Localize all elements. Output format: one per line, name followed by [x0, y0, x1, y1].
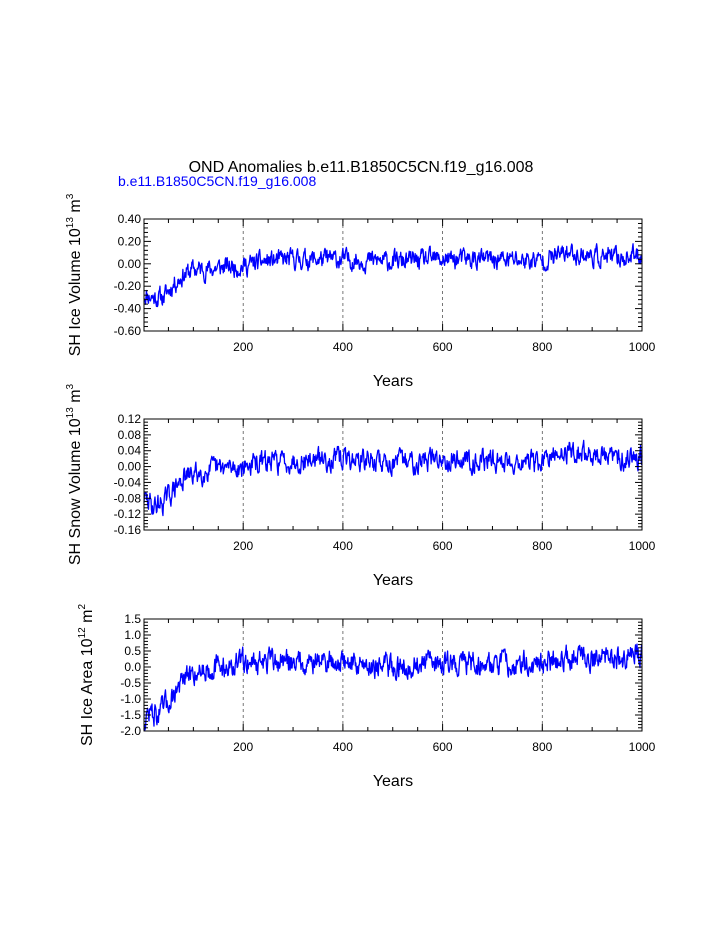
y-tick-label: -0.12 — [114, 507, 142, 521]
x-tick-label: 200 — [233, 340, 253, 354]
x-tick-label: 600 — [433, 740, 453, 754]
x-tick-label: 800 — [532, 740, 552, 754]
panel-snow-volume: 200 400 600 800 1000 -0.16 -0.12 -0.08 -0.040.00… — [65, 383, 656, 589]
y-tick-label: 0.04 — [118, 444, 142, 458]
panel-ice-area: 200 400 600 800 1000 -2.0 -1.5 -1.0 -0.5 0.0 0.5 1.… — [77, 604, 656, 790]
x-tick-label: 1000 — [629, 539, 656, 553]
x-tick-label: 600 — [433, 340, 453, 354]
y-tick-label: 1.5 — [124, 612, 141, 626]
x-tick-label: 400 — [333, 740, 353, 754]
y-tick-label: 0.00 — [118, 460, 142, 474]
y-axis-label: SH Ice Volume 1013 m3 — [65, 193, 84, 356]
x-tick-label: 200 — [233, 740, 253, 754]
y-tick-label: -1.0 — [120, 692, 141, 706]
y-tick-label: 0.0 — [124, 660, 141, 674]
y-tick-label: -0.08 — [114, 491, 142, 505]
plot-frame — [143, 218, 643, 332]
series-line — [143, 643, 643, 731]
x-tick-label: 1000 — [629, 340, 656, 354]
figure-title: OND Anomalies b.e11.B1850C5CN.f19_g16.00… — [189, 159, 534, 176]
x-tick-label: 600 — [433, 539, 453, 553]
y-tick-label: 0.12 — [118, 412, 142, 426]
y-axis-label: SH Ice Area 1012 m2 — [77, 604, 96, 747]
x-tick-label: 800 — [532, 340, 552, 354]
series-line — [143, 243, 643, 308]
y-tick-label: -2.0 — [120, 724, 141, 738]
panel-ice-volume: 200 400 600 800 1000 -0.60 -0.40 -0.20 0.00 0.20 0… — [65, 193, 656, 390]
y-tick-label: -0.04 — [114, 475, 142, 489]
y-tick-label: -0.5 — [120, 676, 141, 690]
x-tick-label: 800 — [532, 539, 552, 553]
series-legend-label: b.e11.B1850C5CN.f19_g16.008 — [118, 173, 316, 189]
y-axis-label: SH Snow Volume 1013 m3 — [65, 383, 84, 565]
x-axis-label: Years — [373, 373, 413, 390]
x-tick-label: 200 — [233, 539, 253, 553]
x-axis-label: Years — [373, 572, 413, 589]
y-tick-label: -1.5 — [120, 708, 141, 722]
plot-frame — [143, 418, 643, 531]
y-tick-label: 1.0 — [124, 628, 141, 642]
series-line — [143, 439, 643, 517]
y-tick-label: -0.60 — [114, 324, 142, 338]
y-tick-label: 0.5 — [124, 644, 141, 658]
y-tick-label: 0.08 — [118, 428, 142, 442]
x-tick-label: 400 — [333, 340, 353, 354]
x-tick-label: 1000 — [629, 740, 656, 754]
y-tick-label: -0.16 — [114, 523, 142, 537]
y-tick-label: 0.20 — [118, 234, 142, 248]
y-tick-label: -0.20 — [114, 279, 142, 293]
x-axis-label: Years — [373, 773, 413, 790]
x-tick-label: 400 — [333, 539, 353, 553]
y-tick-label: 0.00 — [118, 257, 142, 271]
y-tick-label: 0.40 — [118, 212, 142, 226]
y-tick-label: -0.40 — [114, 302, 142, 316]
